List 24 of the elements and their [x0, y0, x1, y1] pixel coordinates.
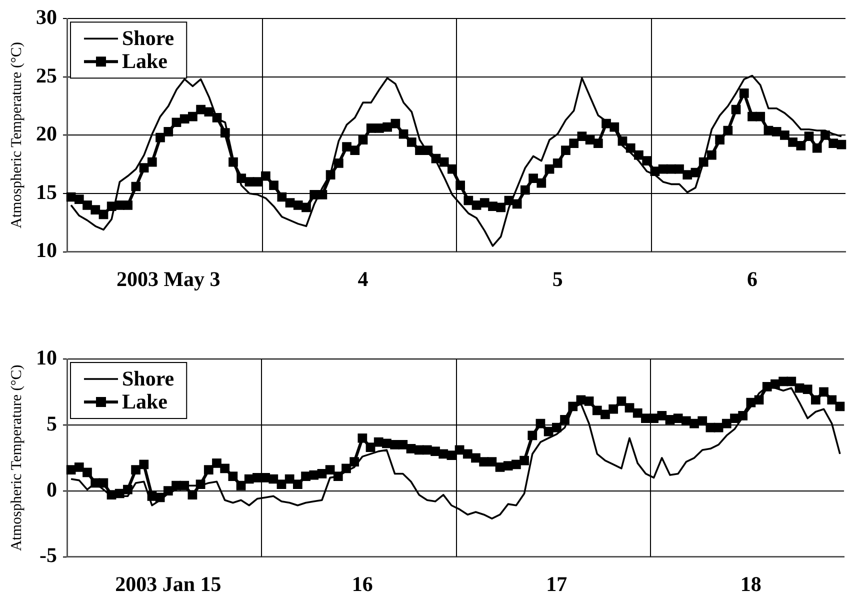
- y-axis-title: Atmospheric Temperature (°C): [8, 42, 25, 228]
- y-tick-label: 5: [46, 411, 57, 436]
- y-tick-label: 15: [36, 180, 57, 204]
- point: [180, 480, 190, 490]
- y-tick-label: 20: [36, 122, 57, 146]
- x-tick-label: 17: [546, 572, 568, 596]
- x-tick-label: 5: [552, 266, 563, 291]
- y-tick-label: 25: [36, 63, 57, 88]
- y-tick-label: 30: [36, 5, 57, 30]
- x-tick-label: 2003 May 3: [116, 266, 220, 291]
- x-tick-label: 4: [358, 266, 369, 291]
- legend-label: Lake: [122, 389, 168, 414]
- x-tick-label: 18: [740, 572, 762, 596]
- legend-label: Shore: [122, 26, 174, 50]
- y-axis-title: Atmospheric Temperature (°C): [8, 364, 25, 552]
- x-tick-label: 16: [352, 572, 373, 596]
- y-tick-label: -5: [40, 543, 57, 568]
- legend-label: Lake: [122, 49, 168, 74]
- x-tick-label: 6: [746, 266, 758, 291]
- y-tick-label: 0: [46, 477, 57, 502]
- y-tick-label: 10: [36, 345, 57, 370]
- legend-label: Shore: [122, 366, 174, 390]
- y-tick-label: 10: [36, 238, 57, 262]
- x-tick-label: 2003 Jan 15: [115, 572, 222, 596]
